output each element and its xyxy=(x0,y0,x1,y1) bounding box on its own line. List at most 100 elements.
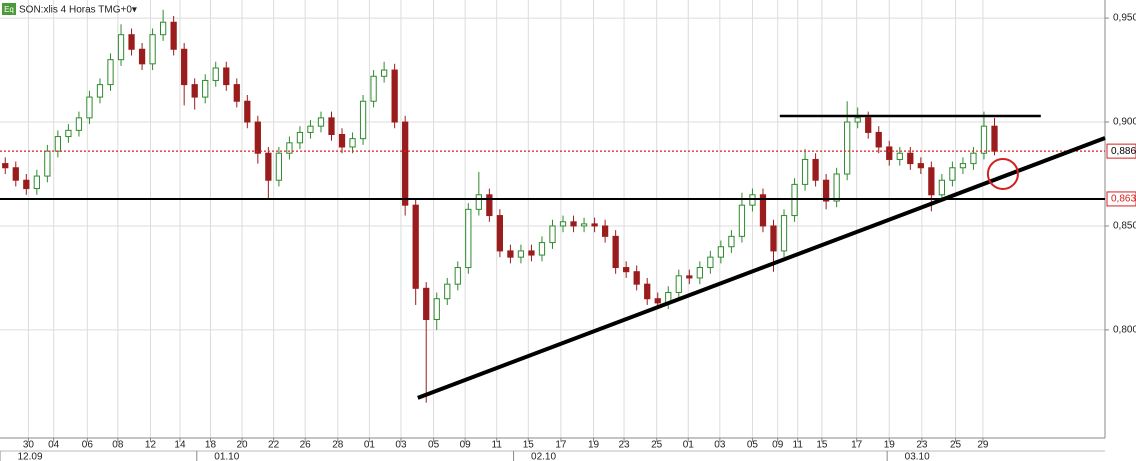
candle-body xyxy=(528,250,535,256)
x-tick-label: 25 xyxy=(950,440,962,451)
candle-body xyxy=(591,223,598,227)
candle-body xyxy=(223,67,230,86)
candle-body xyxy=(549,225,556,244)
x-tick-label: 19 xyxy=(884,440,896,451)
candle-body xyxy=(475,194,482,210)
candle-body xyxy=(717,246,725,258)
marks xyxy=(2,9,998,403)
x-tick-label: 26 xyxy=(300,440,312,451)
candle-body xyxy=(623,267,630,273)
candle-body xyxy=(412,204,419,289)
candle-body xyxy=(296,131,304,144)
candle-body xyxy=(633,271,640,285)
candle-body xyxy=(812,158,819,181)
candle-body xyxy=(654,298,661,304)
candle-body xyxy=(65,129,72,138)
x-tick-label: 25 xyxy=(651,440,663,451)
candle-body xyxy=(23,179,30,190)
month-label: 02.10 xyxy=(531,452,556,461)
candle-body xyxy=(949,167,956,181)
candle-body xyxy=(907,152,914,165)
candle-body xyxy=(686,275,693,279)
x-tick-label: 11 xyxy=(793,440,804,451)
x-tick-label: 05 xyxy=(747,440,759,451)
candle-body xyxy=(749,194,756,206)
x-tick-label: 01 xyxy=(364,440,376,451)
candle-body xyxy=(275,152,283,181)
candle-body xyxy=(370,75,377,102)
candle-body xyxy=(886,146,893,160)
x-tick-label: 23 xyxy=(618,440,630,451)
candle-body xyxy=(780,215,788,252)
candle-body xyxy=(980,125,988,154)
level-label-box xyxy=(1106,191,1136,207)
candle-body xyxy=(875,131,882,148)
symbol-icon xyxy=(2,3,16,15)
candle-body xyxy=(380,69,388,77)
candle-body xyxy=(601,225,609,237)
candle-body xyxy=(517,250,525,258)
candle-body xyxy=(117,34,125,61)
x-tick-label: 22 xyxy=(268,440,280,451)
candle-body xyxy=(928,167,935,196)
candle-body xyxy=(844,121,851,175)
candle-body xyxy=(233,84,240,102)
candle-body xyxy=(507,250,514,258)
candle-body xyxy=(244,100,251,123)
x-tick-label: 28 xyxy=(332,440,344,451)
x-tick-label: 08 xyxy=(112,440,124,451)
symbol-icon-text: Eq xyxy=(4,5,14,14)
month-label: 12.09 xyxy=(17,452,42,461)
candle-body xyxy=(770,225,777,252)
candle-body xyxy=(75,117,83,131)
level-label-box xyxy=(1106,143,1136,159)
candle-body xyxy=(170,21,177,50)
x-tick-label: 19 xyxy=(588,440,600,451)
candle-body xyxy=(96,84,104,98)
candle-body xyxy=(33,175,40,190)
x-tick-label: 03 xyxy=(714,440,726,451)
x-tick-label: 15 xyxy=(816,440,828,451)
x-tick-label: 23 xyxy=(916,440,928,451)
candle-body xyxy=(538,242,546,256)
candle-body xyxy=(854,117,861,123)
highlight-circle xyxy=(986,157,1019,190)
candle-body xyxy=(349,138,356,148)
candle-body xyxy=(191,84,198,98)
candle-body xyxy=(433,298,440,321)
candle-body xyxy=(202,79,209,98)
month-label: 01.10 xyxy=(214,452,239,461)
x-tick-label: 20 xyxy=(236,440,248,451)
x-tick-label: 05 xyxy=(428,440,440,451)
x-tick-label: 09 xyxy=(460,440,472,451)
candle-body xyxy=(107,59,114,86)
candle-body xyxy=(128,34,135,50)
candle-body xyxy=(286,142,293,154)
candle-body xyxy=(728,235,735,248)
candle-body xyxy=(865,117,872,133)
candle-body xyxy=(212,67,219,81)
x-tick-label: 09 xyxy=(772,440,784,451)
candle-body xyxy=(644,283,651,300)
candle-body xyxy=(759,194,767,227)
month-label: 03.10 xyxy=(905,452,930,461)
candle-body xyxy=(991,125,998,152)
candle-body xyxy=(486,194,493,217)
x-tick-label: 14 xyxy=(174,440,186,451)
grid xyxy=(0,0,1105,438)
candle-body xyxy=(612,235,619,269)
candle-body xyxy=(580,223,588,227)
candle-body xyxy=(338,133,346,148)
candle-body xyxy=(402,121,409,206)
candle-body xyxy=(149,34,156,65)
candle-body xyxy=(970,152,977,165)
candle-body xyxy=(833,173,840,202)
candle-body xyxy=(12,167,19,181)
x-tick-label: 01 xyxy=(683,440,695,451)
y-tick-label: 0,900 xyxy=(1113,117,1136,128)
candle-body xyxy=(454,267,461,285)
candle-body xyxy=(86,96,93,119)
candle-body xyxy=(138,48,146,65)
candle-body xyxy=(359,100,367,140)
